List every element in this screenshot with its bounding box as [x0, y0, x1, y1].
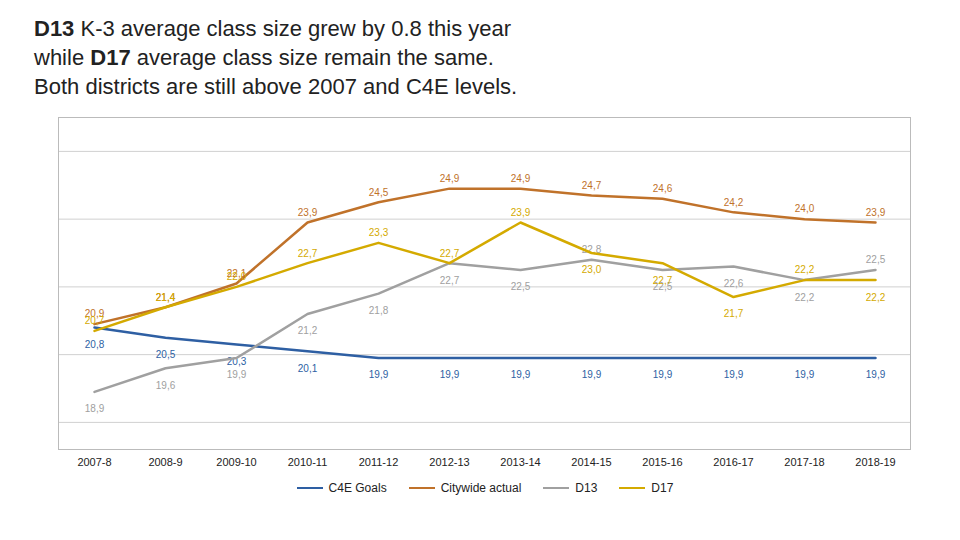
- svg-text:19,9: 19,9: [724, 370, 744, 381]
- svg-text:21,7: 21,7: [724, 309, 744, 320]
- svg-text:22,5: 22,5: [652, 281, 673, 293]
- svg-text:24,0: 24,0: [795, 204, 815, 215]
- svg-text:20,9: 20,9: [84, 308, 105, 320]
- svg-text:19,9: 19,9: [653, 370, 673, 381]
- html-text:Citywide actual: Citywide actual: [440, 481, 522, 496]
- svg-text:21,4: 21,4: [156, 292, 176, 303]
- svg-text:20,5: 20,5: [156, 349, 176, 360]
- svg-text:19,9: 19,9: [440, 370, 460, 381]
- svg-text:20,1: 20,1: [298, 363, 318, 374]
- svg-text:2016-17: 2016-17: [713, 456, 753, 468]
- html-text:Both districts are still above: Both districts are still above 2007 and …: [34, 74, 518, 100]
- svg-text:24,5: 24,5: [369, 187, 389, 198]
- svg-text:22,7: 22,7: [653, 275, 673, 286]
- svg-text:23,9: 23,9: [511, 207, 531, 218]
- svg-text:20,3: 20,3: [226, 356, 247, 367]
- html-text:C4E Goals: C4E Goals: [328, 481, 387, 496]
- svg-text:2015-16: 2015-16: [642, 456, 682, 468]
- svg-text:22,2: 22,2: [866, 292, 886, 303]
- svg-text:2017-18: 2017-18: [784, 456, 824, 468]
- svg-text:2013-14: 2013-14: [500, 456, 540, 468]
- html-text:D17: D17: [651, 481, 674, 496]
- svg-text:2008-9: 2008-9: [148, 456, 182, 468]
- svg-text:22,5: 22,5: [866, 254, 886, 265]
- svg-text:21,8: 21,8: [369, 305, 389, 316]
- svg-text:19,9: 19,9: [227, 370, 247, 381]
- svg-text:19,9: 19,9: [866, 370, 886, 381]
- svg-text:23,9: 23,9: [866, 207, 886, 218]
- svg-text:24,2: 24,2: [724, 197, 744, 208]
- svg-text:2007-8: 2007-8: [77, 456, 111, 468]
- svg-text:23,0: 23,0: [582, 265, 602, 276]
- svg-text:2014-15: 2014-15: [571, 456, 611, 468]
- svg-text:22,7: 22,7: [440, 248, 460, 259]
- html-text:D13 K-3 average class size gre: D13 K-3 average class size grew by 0.8 t…: [34, 16, 512, 41]
- svg-text:22,7: 22,7: [298, 248, 318, 259]
- svg-text:24,9: 24,9: [440, 173, 460, 184]
- html-text:D13: D13: [575, 481, 598, 496]
- svg-text:21,2: 21,2: [298, 326, 318, 337]
- svg-text:20,8: 20,8: [85, 339, 105, 350]
- svg-text:19,9: 19,9: [369, 370, 389, 381]
- svg-text:22,6: 22,6: [724, 278, 744, 289]
- svg-text:24,6: 24,6: [653, 183, 673, 194]
- svg-text:19,9: 19,9: [582, 370, 602, 381]
- svg-text:22,0: 22,0: [227, 271, 247, 282]
- svg-text:24,7: 24,7: [582, 180, 602, 191]
- svg-text:22,7: 22,7: [440, 275, 460, 286]
- svg-text:24,9: 24,9: [511, 173, 531, 184]
- svg-text:19,9: 19,9: [511, 370, 531, 381]
- svg-text:22,2: 22,2: [795, 292, 815, 303]
- svg-text:19,9: 19,9: [795, 370, 815, 381]
- svg-text:2018-19: 2018-19: [855, 456, 895, 468]
- svg-text:23,3: 23,3: [369, 227, 389, 238]
- svg-text:22,8: 22,8: [581, 244, 602, 256]
- svg-text:20,7: 20,7: [85, 315, 105, 326]
- svg-text:2011-12: 2011-12: [359, 456, 399, 468]
- svg-text:23,9: 23,9: [298, 207, 318, 218]
- svg-text:19,6: 19,6: [156, 380, 176, 391]
- svg-text:2012-13: 2012-13: [429, 456, 469, 468]
- svg-text:2010-11: 2010-11: [288, 456, 328, 468]
- svg-text:2009-10: 2009-10: [216, 456, 256, 468]
- svg-text:22,2: 22,2: [795, 265, 815, 276]
- svg-text:21,4: 21,4: [156, 292, 176, 303]
- svg-text:22,5: 22,5: [511, 281, 531, 292]
- svg-text:18,9: 18,9: [85, 403, 105, 414]
- html-text:while D17 average class size r: while D17 average class size remain the …: [34, 45, 494, 70]
